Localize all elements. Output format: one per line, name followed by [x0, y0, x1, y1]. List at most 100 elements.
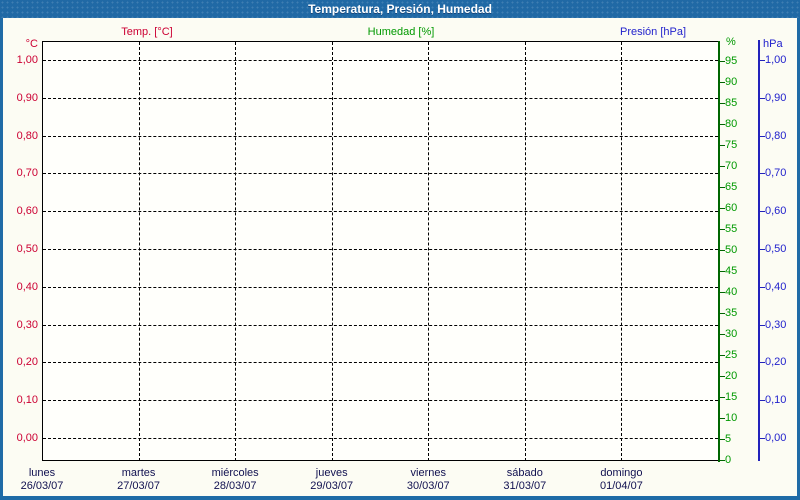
v-gridline: [235, 42, 237, 461]
pressure-tick-label: 0,10: [765, 394, 787, 407]
humidity-tick-label: 40: [725, 286, 738, 298]
humidity-tick-label: 80: [725, 118, 738, 130]
humidity-axis-tick: [720, 313, 725, 314]
v-gridline: [524, 42, 526, 461]
h-gridline: [43, 324, 718, 326]
humidity-tick-label: 0: [725, 454, 732, 466]
pressure-tick-label: 0,50: [765, 243, 787, 255]
humidity-axis-tick: [720, 292, 725, 293]
pressure-tick-label: 0,20: [765, 356, 787, 369]
pressure-tick-label: 0,90: [765, 91, 787, 104]
humidity-tick-label: 75: [725, 139, 738, 151]
humidity-tick-label: 65: [725, 181, 738, 193]
humidity-tick-label: 55: [725, 223, 738, 235]
humidity-axis-tick: [720, 271, 725, 272]
h-gridline: [43, 173, 718, 175]
pressure-tick-label: 1,00: [765, 54, 787, 66]
day-date-label: 30/03/07: [406, 480, 450, 492]
day-date-label: 26/03/07: [20, 480, 64, 492]
pressure-axis-tick: [760, 362, 765, 364]
v-gridline: [621, 42, 623, 461]
window-border-left: [0, 18, 3, 500]
h-gridline: [43, 97, 718, 99]
v-gridline: [138, 42, 140, 461]
h-gridline: [43, 249, 718, 250]
pressure-axis-tick: [760, 135, 765, 137]
humidity-axis-tick: [720, 145, 725, 146]
temperature-tick-label: 1,00: [16, 54, 38, 66]
pressure-axis-unit: hPa: [763, 38, 783, 50]
humidity-axis-tick: [720, 103, 725, 104]
legend-temperature: Temp. [°C]: [121, 26, 173, 38]
humidity-tick-label: 95: [725, 55, 738, 67]
h-gridline: [43, 438, 718, 439]
day-date-label: 31/03/07: [503, 480, 547, 492]
day-name-label: sábado: [506, 467, 543, 479]
pressure-axis-tick: [760, 324, 765, 326]
pressure-tick-label: 0,70: [765, 167, 787, 180]
pressure-tick-label: 0,60: [765, 205, 787, 218]
humidity-axis-tick: [720, 124, 725, 125]
temperature-tick-label: 0,70: [16, 167, 38, 180]
pressure-axis-tick: [760, 97, 765, 99]
pressure-axis-tick: [760, 438, 765, 439]
humidity-axis-tick: [720, 187, 725, 188]
humidity-axis-tick: [720, 439, 725, 440]
temperature-tick-label: 0,40: [16, 280, 38, 293]
humidity-tick-label: 60: [725, 202, 738, 214]
pressure-tick-label: 0,40: [765, 280, 787, 293]
humidity-axis-unit: %: [726, 36, 736, 48]
temperature-tick-label: 0,90: [16, 91, 38, 104]
humidity-tick-label: 45: [725, 265, 738, 277]
pressure-axis-tick: [760, 60, 765, 61]
pressure-tick-label: 0,00: [765, 432, 787, 444]
humidity-tick-label: 5: [725, 433, 732, 445]
temperature-tick-label: 0,50: [16, 243, 38, 255]
pressure-axis-tick: [760, 173, 765, 175]
temperature-axis-unit: °C: [25, 38, 38, 50]
pressure-axis-line: [758, 40, 760, 461]
humidity-axis-tick: [720, 334, 725, 335]
humidity-tick-label: 70: [725, 160, 738, 172]
temperature-tick-label: 0,80: [16, 129, 38, 142]
humidity-axis-tick: [720, 397, 725, 398]
day-name-label: lunes: [28, 467, 56, 479]
day-name-label: martes: [121, 467, 156, 479]
temperature-tick-label: 0,20: [16, 356, 38, 369]
day-date-label: 01/04/07: [600, 480, 643, 492]
humidity-axis-tick: [720, 460, 725, 461]
day-date-label: 29/03/07: [310, 480, 354, 492]
v-gridline: [331, 42, 333, 461]
day-name-label: domingo: [600, 467, 643, 479]
humidity-tick-label: 10: [725, 412, 738, 424]
legend-pressure: Presión [hPa]: [619, 26, 687, 38]
h-gridline: [43, 211, 718, 213]
pressure-tick-label: 0,30: [765, 318, 787, 331]
day-name-label: miércoles: [211, 467, 259, 479]
temperature-tick-label: 0,60: [16, 205, 38, 218]
humidity-tick-label: 30: [725, 328, 738, 340]
pressure-axis-tick: [760, 211, 765, 213]
day-name-label: jueves: [315, 467, 348, 479]
day-date-label: 27/03/07: [117, 480, 160, 492]
plot-area: [42, 41, 718, 461]
temperature-tick-label: 0,30: [16, 318, 38, 331]
temperature-tick-label: 0,00: [16, 432, 38, 444]
humidity-tick-label: 25: [725, 349, 738, 361]
window-border-bottom: [0, 496, 800, 500]
humidity-axis-tick: [720, 61, 725, 62]
humidity-tick-label: 85: [725, 97, 738, 109]
humidity-tick-label: 35: [725, 307, 738, 319]
humidity-axis-tick: [720, 82, 725, 83]
humidity-axis-tick: [720, 355, 725, 356]
h-gridline: [43, 400, 718, 402]
window-border-right: [797, 18, 800, 500]
day-date-label: 28/03/07: [213, 480, 257, 492]
humidity-tick-label: 20: [725, 370, 738, 382]
humidity-axis-line: [718, 41, 720, 462]
v-gridline: [428, 42, 430, 461]
legend-humidity: Humedad [%]: [367, 26, 435, 38]
humidity-axis-tick: [720, 250, 725, 251]
humidity-axis-tick: [720, 418, 725, 419]
